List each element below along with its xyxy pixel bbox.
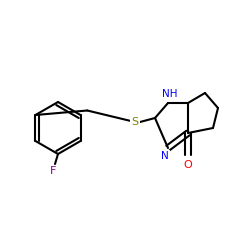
Text: O: O	[184, 160, 192, 170]
Text: S: S	[132, 117, 138, 127]
Text: N: N	[161, 151, 169, 161]
Text: NH: NH	[162, 89, 178, 99]
Text: F: F	[50, 166, 56, 176]
